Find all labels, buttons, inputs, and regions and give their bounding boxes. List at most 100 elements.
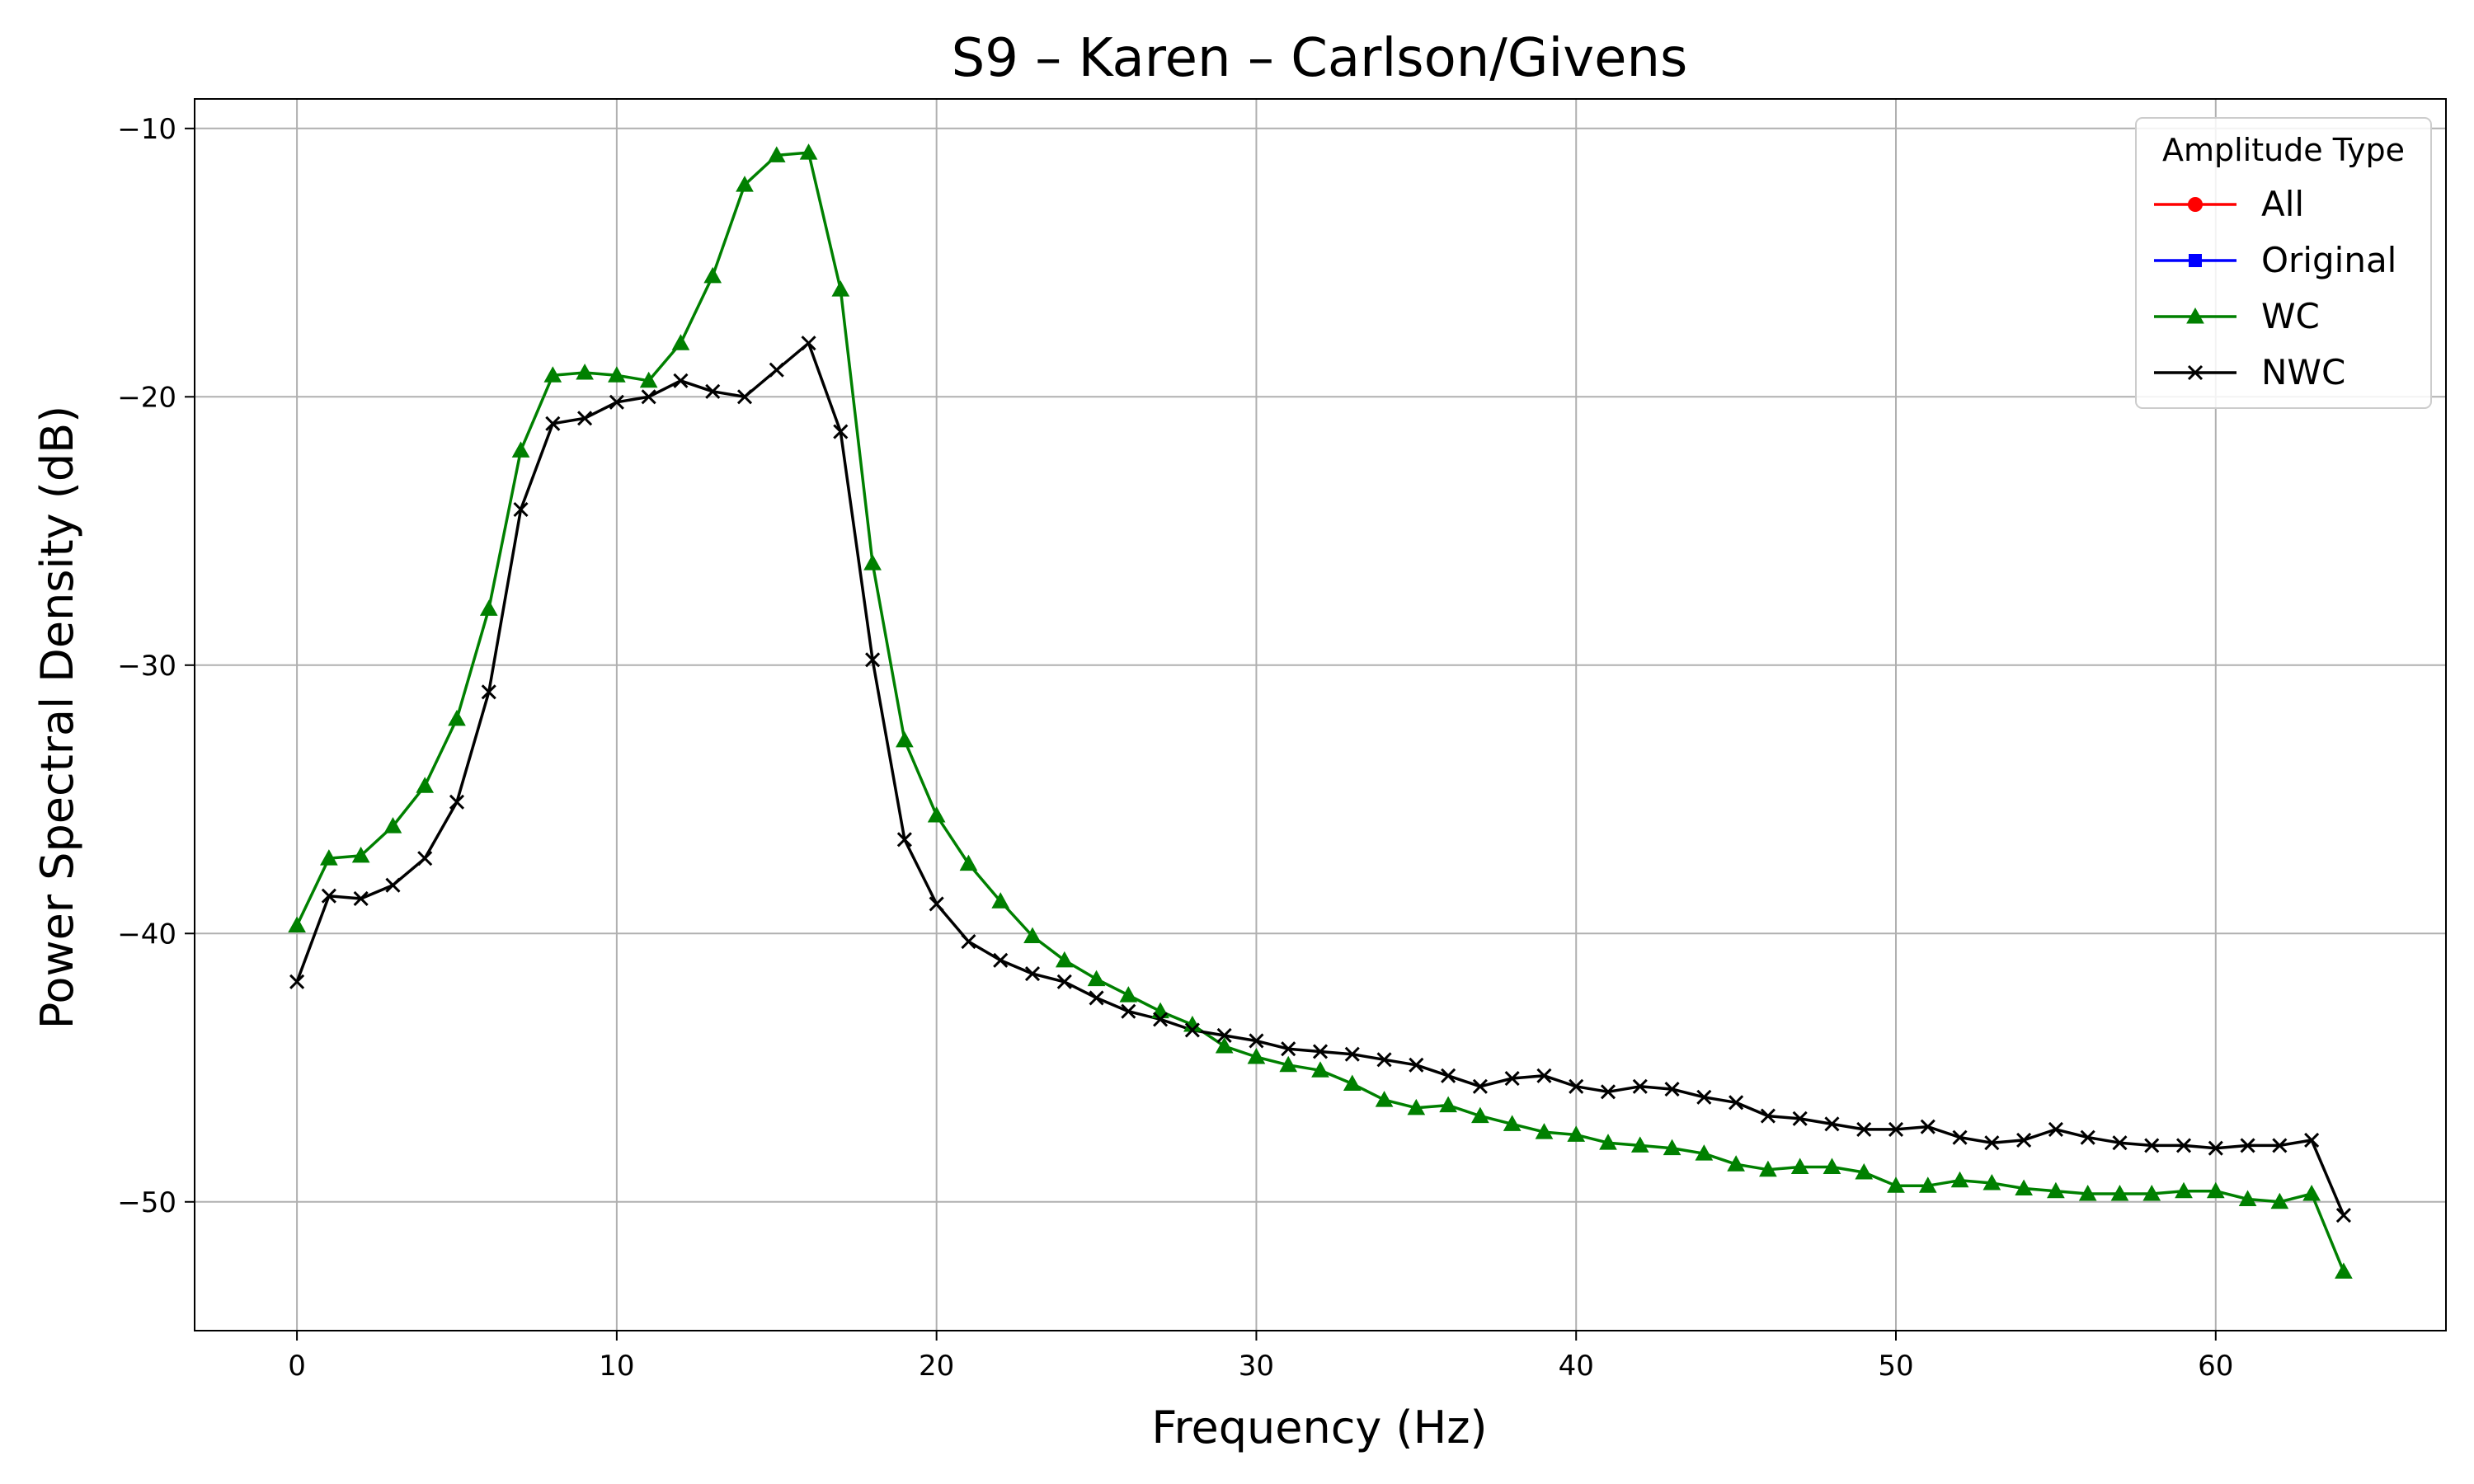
axis-ticks: 0 10 20 30 40 50 60 −50 −40 −30 −20 −10 bbox=[117, 113, 2233, 1383]
data-point-nwc bbox=[1632, 1078, 1648, 1094]
x-marker-stroke bbox=[929, 896, 944, 912]
data-point-nwc bbox=[1600, 1084, 1616, 1100]
grid-lines bbox=[195, 99, 2446, 1331]
data-point-wc bbox=[416, 777, 435, 793]
data-point-nwc bbox=[1441, 1068, 1456, 1083]
data-point-nwc bbox=[896, 832, 912, 848]
data-point-wc bbox=[1151, 1002, 1169, 1019]
x-tick-label: 30 bbox=[1239, 1350, 1274, 1383]
x-marker-stroke bbox=[321, 888, 336, 904]
x-marker-stroke bbox=[577, 411, 593, 426]
legend-marker bbox=[2189, 254, 2202, 267]
x-marker-stroke bbox=[2240, 1138, 2255, 1153]
data-point-wc bbox=[2142, 1184, 2161, 1201]
x-marker-stroke bbox=[2208, 1140, 2223, 1156]
data-point-nwc bbox=[2240, 1138, 2255, 1153]
data-point-wc bbox=[2047, 1181, 2065, 1199]
data-point-wc bbox=[831, 280, 850, 297]
data-point-nwc bbox=[833, 424, 849, 439]
x-marker-stroke bbox=[545, 416, 561, 431]
data-point-nwc bbox=[1344, 1046, 1360, 1062]
data-point-wc bbox=[1567, 1125, 1586, 1142]
data-point-wc bbox=[1982, 1173, 2001, 1190]
data-point-wc bbox=[1727, 1155, 1745, 1172]
data-point-wc bbox=[2175, 1181, 2193, 1199]
data-point-wc bbox=[1311, 1061, 1329, 1078]
data-point-wc bbox=[1918, 1176, 1937, 1193]
data-point-nwc bbox=[1536, 1068, 1552, 1083]
x-marker-stroke bbox=[2016, 1132, 2032, 1148]
x-marker-stroke bbox=[1472, 1078, 1488, 1094]
data-point-wc bbox=[1695, 1144, 1714, 1161]
x-marker-stroke bbox=[865, 652, 881, 668]
legend-item-original: Original bbox=[2154, 240, 2396, 280]
x-marker-stroke bbox=[2048, 1121, 2063, 1137]
x-marker-stroke bbox=[1153, 1012, 1169, 1027]
x-marker-stroke bbox=[513, 501, 529, 518]
data-point-nwc bbox=[545, 416, 561, 431]
x-tick-label: 40 bbox=[1559, 1350, 1594, 1383]
x-marker-stroke bbox=[2272, 1138, 2288, 1153]
x-marker-stroke bbox=[1056, 974, 1072, 989]
data-point-wc bbox=[1375, 1091, 1394, 1107]
data-point-nwc bbox=[449, 794, 465, 810]
data-point-nwc bbox=[865, 652, 881, 668]
x-marker-stroke bbox=[2187, 364, 2204, 381]
x-marker-stroke bbox=[1856, 1121, 1872, 1137]
data-point-nwc bbox=[2175, 1138, 2192, 1153]
data-point-nwc bbox=[1664, 1081, 1680, 1097]
x-tick-label: 10 bbox=[599, 1350, 634, 1383]
y-tick-label: −50 bbox=[117, 1186, 176, 1219]
x-marker-stroke bbox=[481, 684, 496, 700]
data-point-wc bbox=[1023, 927, 1042, 944]
data-point-wc bbox=[1630, 1136, 1649, 1153]
x-axis-label: Frequency (Hz) bbox=[1151, 1402, 1487, 1453]
x-marker-stroke bbox=[1664, 1081, 1680, 1097]
data-point-nwc bbox=[1409, 1057, 1424, 1073]
plot-area-frame bbox=[194, 98, 2447, 1331]
y-tick-label: −20 bbox=[117, 381, 176, 414]
chart-title: S9 – Karen – Carlson/Givens bbox=[952, 28, 1688, 89]
x-marker-stroke bbox=[2112, 1135, 2128, 1151]
x-marker-stroke bbox=[801, 336, 816, 351]
x-marker-stroke bbox=[1984, 1135, 2000, 1151]
series-line-wc bbox=[295, 151, 2345, 1273]
data-point-wc bbox=[1343, 1074, 1362, 1092]
x-marker-stroke bbox=[1024, 966, 1041, 982]
legend-title: Amplitude Type bbox=[2162, 132, 2405, 168]
data-point-wc bbox=[959, 854, 978, 871]
data-point-nwc bbox=[1569, 1078, 1584, 1094]
x-marker-stroke bbox=[417, 851, 433, 866]
x-marker-stroke bbox=[2304, 1132, 2320, 1148]
data-point-nwc bbox=[641, 389, 656, 405]
data-point-nwc bbox=[321, 888, 336, 904]
x-marker-stroke bbox=[1536, 1068, 1552, 1083]
data-point-nwc bbox=[1888, 1121, 1904, 1137]
data-point-nwc bbox=[2272, 1138, 2288, 1153]
data-point-wc bbox=[1247, 1047, 1266, 1064]
x-marker-stroke bbox=[1312, 1044, 1329, 1059]
x-marker-stroke bbox=[1600, 1084, 1616, 1100]
data-point-wc bbox=[479, 599, 498, 616]
x-marker-stroke bbox=[1216, 1027, 1232, 1044]
x-marker-stroke bbox=[961, 933, 976, 950]
data-point-nwc bbox=[1089, 990, 1104, 1006]
x-marker-stroke bbox=[2175, 1138, 2192, 1153]
data-point-wc bbox=[2335, 1262, 2353, 1279]
data-point-nwc bbox=[609, 394, 624, 410]
x-marker-stroke bbox=[289, 974, 305, 989]
x-marker-stroke bbox=[2335, 1207, 2351, 1223]
data-point-wc bbox=[2238, 1190, 2257, 1207]
x-marker-stroke bbox=[1376, 1052, 1392, 1068]
data-point-nwc bbox=[2080, 1129, 2095, 1145]
data-point-wc bbox=[2110, 1184, 2129, 1201]
data-point-wc bbox=[799, 143, 818, 160]
legend-marker bbox=[2187, 364, 2204, 381]
legend-item-all: All bbox=[2154, 184, 2304, 224]
data-point-nwc bbox=[2144, 1138, 2160, 1153]
legend-marker bbox=[2188, 197, 2203, 212]
data-point-nwc bbox=[1153, 1012, 1169, 1027]
data-point-nwc bbox=[1056, 974, 1072, 989]
series-markers-wc bbox=[288, 143, 2353, 1279]
x-marker-stroke bbox=[1344, 1046, 1360, 1062]
